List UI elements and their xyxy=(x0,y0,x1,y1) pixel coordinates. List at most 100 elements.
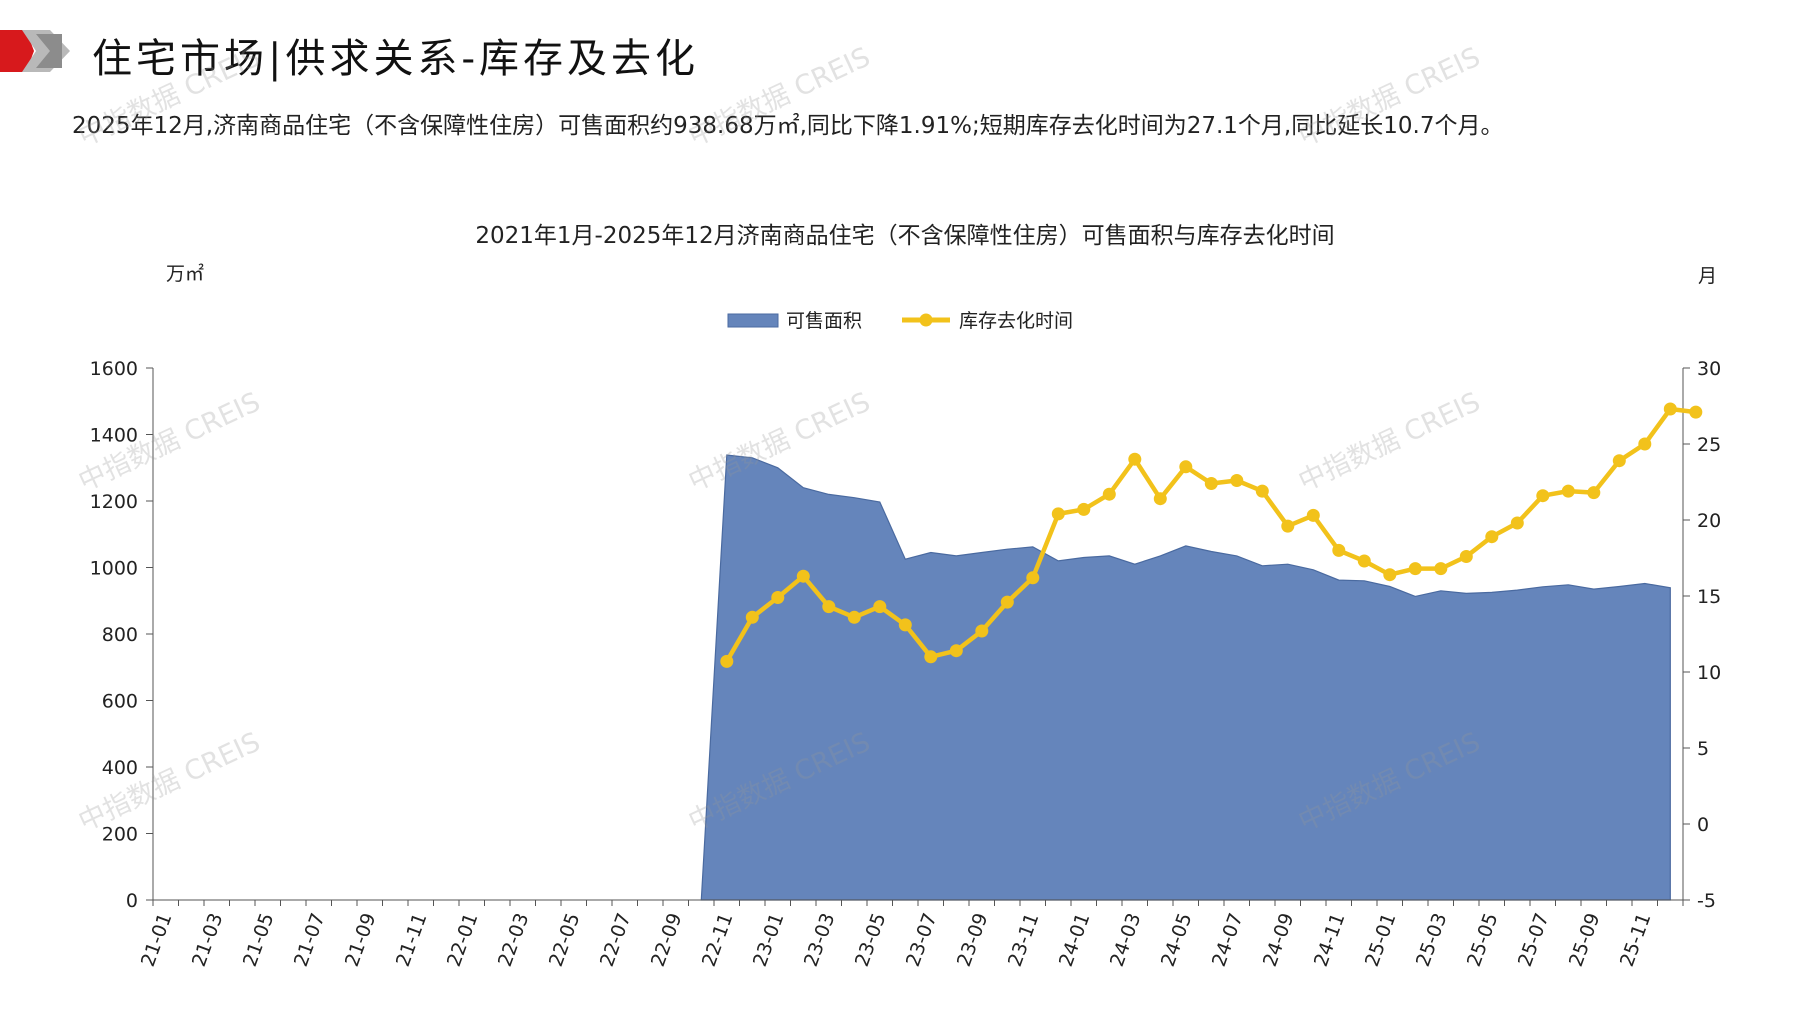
x-axis-tick-label: 21-11 xyxy=(392,910,432,969)
legend-swatch-area xyxy=(727,313,779,328)
line-series-point xyxy=(1026,571,1040,585)
left-axis-tick-label: 1200 xyxy=(90,491,138,513)
right-axis-tick-label: 30 xyxy=(1697,358,1721,380)
line-series-point xyxy=(1536,489,1550,503)
x-axis-tick-label: 21-09 xyxy=(341,910,381,969)
x-axis-tick-label: 21-03 xyxy=(188,910,228,969)
x-axis-tick-label: 22-07 xyxy=(596,910,636,969)
x-axis-tick-label: 25-01 xyxy=(1361,910,1401,969)
line-series-point xyxy=(847,610,861,624)
legend-label-area: 可售面积 xyxy=(786,310,862,332)
line-series-point xyxy=(1077,502,1091,516)
x-axis-tick-label: 22-05 xyxy=(545,910,585,969)
x-axis-tick-label: 24-11 xyxy=(1310,910,1350,969)
summary-text: 2025年12月,济南商品住宅（不含保障性住房）可售面积约938.68万㎡,同比… xyxy=(72,113,1504,139)
line-series-point xyxy=(1128,452,1142,466)
x-axis-tick-label: 21-01 xyxy=(137,910,177,969)
x-axis-tick-label: 23-11 xyxy=(1004,910,1044,969)
left-axis-tick-label: 600 xyxy=(102,691,138,713)
line-series-point xyxy=(1510,516,1524,530)
line-series-point xyxy=(720,654,734,668)
x-axis-tick-label: 21-07 xyxy=(290,910,330,969)
x-axis-tick-label: 22-09 xyxy=(647,910,687,969)
x-axis-tick-label: 24-09 xyxy=(1259,910,1299,969)
right-axis-tick-label: 10 xyxy=(1697,662,1721,684)
x-axis-tick-label: 23-07 xyxy=(902,910,942,969)
line-series-point xyxy=(822,600,836,614)
right-axis-unit: 月 xyxy=(1698,265,1717,287)
line-series-point xyxy=(924,650,938,664)
line-series-point xyxy=(1153,492,1167,506)
line-series-point xyxy=(1383,568,1397,582)
right-axis-tick-label: -5 xyxy=(1697,890,1716,912)
line-series-point xyxy=(1332,543,1346,557)
line-series-point xyxy=(1281,519,1295,533)
line-series-point xyxy=(1051,507,1065,521)
legend-label-line: 库存去化时间 xyxy=(959,310,1073,332)
line-series-point xyxy=(1485,530,1499,544)
x-axis-tick-label: 25-11 xyxy=(1616,910,1656,969)
left-axis-tick-label: 800 xyxy=(102,624,138,646)
x-axis-tick-label: 22-01 xyxy=(443,910,483,969)
right-axis-tick-label: 0 xyxy=(1697,814,1709,836)
line-series-point xyxy=(1000,595,1014,609)
line-series-point xyxy=(1408,562,1422,576)
line-series-point xyxy=(1638,437,1652,451)
x-axis-tick-label: 21-05 xyxy=(239,910,279,969)
x-axis-tick-label: 25-05 xyxy=(1463,910,1503,969)
line-series-point xyxy=(975,624,989,638)
plot-area: 0 200 400 600 800 1000 1200 1400 1600 -5 0 5 10 15 20 2… xyxy=(90,358,1722,970)
right-axis-tick-label: 25 xyxy=(1697,434,1721,456)
line-series-point xyxy=(1179,460,1193,474)
line-series-point xyxy=(1102,487,1116,501)
left-axis-tick-label: 200 xyxy=(102,824,138,846)
line-series-point xyxy=(1587,486,1601,500)
line-series-point xyxy=(1561,484,1575,498)
chart-title: 2021年1月-2025年12月济南商品住宅（不含保障性住房）可售面积与库存去化… xyxy=(475,223,1334,249)
line-series-point xyxy=(1255,484,1269,498)
line-series-point xyxy=(1204,477,1218,490)
line-series-point xyxy=(1689,405,1703,419)
line-series-point xyxy=(1459,550,1473,563)
left-axis-tick-label: 1600 xyxy=(90,358,138,380)
left-axis-unit: 万㎡ xyxy=(166,262,204,285)
line-series-point xyxy=(1663,402,1677,416)
left-axis-tick-label: 1000 xyxy=(90,558,138,580)
x-axis-tick-label: 24-03 xyxy=(1106,910,1146,969)
page-title: 住宅市场|供求关系-库存及去化 xyxy=(92,36,699,82)
line-series-point xyxy=(1306,508,1320,522)
legend: 可售面积 库存去化时间 xyxy=(727,310,1073,332)
line-series-point xyxy=(949,644,963,658)
line-series-point xyxy=(796,569,810,583)
x-axis-tick-label: 25-03 xyxy=(1412,910,1452,969)
x-axis-tick-label: 22-11 xyxy=(698,910,738,969)
x-axis-tick-label: 23-09 xyxy=(953,910,993,969)
line-series-point xyxy=(745,610,759,624)
line-series-point xyxy=(898,618,912,632)
right-axis-tick-label: 5 xyxy=(1697,738,1709,760)
header: 住宅市场|供求关系-库存及去化 xyxy=(0,20,1797,82)
line-series-point xyxy=(873,600,887,614)
left-axis-tick-label: 0 xyxy=(126,890,138,912)
area-series-available-area xyxy=(700,454,1671,901)
x-axis-tick-label: 24-05 xyxy=(1157,910,1197,969)
x-axis-tick-label: 23-05 xyxy=(851,910,891,969)
line-series-point xyxy=(1434,562,1448,576)
x-axis-tick-label: 25-09 xyxy=(1565,910,1605,969)
line-series-point xyxy=(1230,474,1244,487)
brand-logo xyxy=(0,30,70,72)
legend-swatch-marker xyxy=(919,313,933,327)
line-series-point xyxy=(1612,454,1626,468)
x-axis-tick-label: 22-03 xyxy=(494,910,534,969)
x-axis-tick-label: 23-01 xyxy=(749,910,789,969)
line-series-point xyxy=(1357,554,1371,568)
x-axis-tick-label: 24-07 xyxy=(1208,910,1248,969)
right-axis-tick-label: 20 xyxy=(1697,510,1721,532)
x-axis-tick-label: 24-01 xyxy=(1055,910,1095,969)
right-axis-tick-label: 15 xyxy=(1697,586,1721,608)
line-series-point xyxy=(771,591,785,604)
x-axis-tick-label: 25-07 xyxy=(1514,910,1554,969)
left-axis-tick-label: 400 xyxy=(102,757,138,779)
left-axis-tick-label: 1400 xyxy=(90,425,138,447)
